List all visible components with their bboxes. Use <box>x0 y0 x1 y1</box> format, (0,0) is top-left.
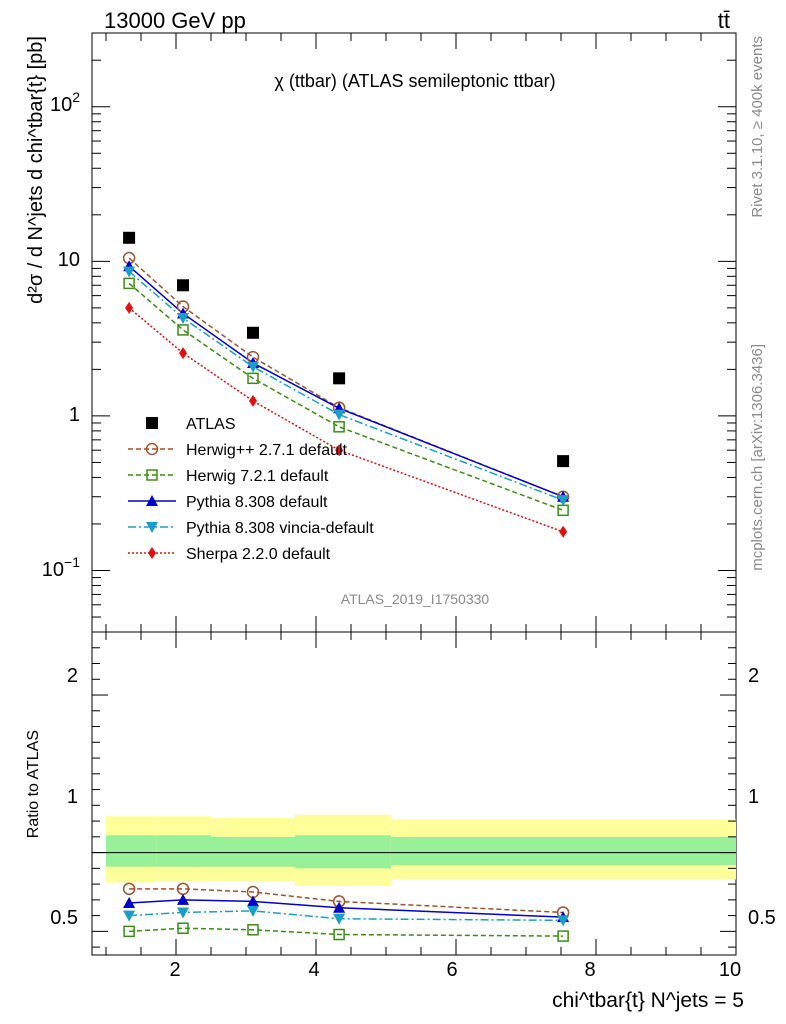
ratio-y-tick-label-right: 0.5 <box>748 907 776 929</box>
ratio-point-pythia-8-308-default <box>177 893 189 905</box>
main-y-tick-label: 1 <box>69 404 80 426</box>
uncertainty-bands <box>106 814 736 886</box>
data-point-atlas <box>557 455 570 468</box>
data-point-pythia-8-308-vincia-default <box>177 312 189 324</box>
data-point-atlas <box>123 231 136 244</box>
data-point-atlas <box>333 372 346 385</box>
data-point-herwig-7-2-1-default <box>557 504 569 517</box>
x-tick-label: 4 <box>308 959 319 981</box>
ratio-line-pythia-8-308-vincia-default <box>129 910 564 922</box>
uncertainty-band-inner <box>295 835 391 869</box>
ratio-point-pythia-8-308-default <box>123 897 136 909</box>
main-title: χ (ttbar) (ATLAS semileptonic ttbar) <box>274 71 555 91</box>
ratio-point-pythia-8-308-vincia-default <box>123 910 136 922</box>
legend-label-vincia: Pythia 8.308 vincia-default <box>186 520 374 537</box>
legend-marker-pythia-8-308-vincia-default <box>146 522 158 533</box>
ratio-y-tick-label-left: 1 <box>67 786 78 808</box>
ratio-point-pythia-8-308-vincia-default <box>177 907 189 919</box>
legend-marker-herwig-2-7-1-default <box>145 442 159 456</box>
ratio-point-herwig-7-2-1-default <box>247 924 259 936</box>
main-y-axis-label: d²σ / d N^jets d chi^tbar{t} [pb] <box>25 36 47 304</box>
uncertainty-band-inner <box>211 836 295 867</box>
data-point-herwig-7-2-1-default <box>123 277 135 290</box>
legend-label-atlas: ATLAS <box>186 416 236 433</box>
legend-marker-atlas <box>146 417 158 429</box>
data-point-pythia-8-308-vincia-default <box>123 266 136 278</box>
data-point-sherpa-2-2-0-default <box>249 394 257 407</box>
tick-labels: 2 4 6 8 10 10−1 1 10 102 0.5 1 2 0.5 1 2 <box>42 89 776 981</box>
ratio-point-pythia-8-308-vincia-default <box>333 913 346 925</box>
ratio-line-herwig-2-7-1-default <box>129 888 564 914</box>
legend-marker-herwig-7-2-1-default <box>146 469 158 481</box>
ratio-line-herwig-7-2-1-default <box>129 927 564 937</box>
data-point-atlas <box>177 279 189 292</box>
data-point-herwig-7-2-1-default <box>177 324 189 336</box>
series-line-herwig-2-7-1-default <box>128 257 564 498</box>
ratio-point-herwig-2-7-1-default <box>122 882 136 896</box>
series-line-herwig-7-2-1-default <box>128 282 564 512</box>
ratio-y-tick-label-left: 2 <box>67 665 78 687</box>
uncertainty-band-inner <box>156 835 211 867</box>
analysis-watermark: ATLAS_2019_I1750330 <box>341 591 490 607</box>
x-tick-label: 2 <box>169 959 180 981</box>
legend-label-herwigpp: Herwig++ 2.7.1 default <box>186 442 348 459</box>
rivet-label: Rivet 3.1.10, ≥ 400k events <box>749 36 766 218</box>
axis-ticks <box>92 32 737 955</box>
data-point-herwig-7-2-1-default <box>333 421 345 433</box>
uncertainty-band-inner <box>106 835 157 867</box>
mcplots-label: mcplots.cern.ch [arXiv:1306.3436] <box>749 344 766 571</box>
legend-markers <box>128 417 176 559</box>
data-point-sherpa-2-2-0-default <box>559 525 568 538</box>
ratio-point-pythia-8-308-vincia-default <box>557 915 570 927</box>
ratio-point-herwig-7-2-1-default <box>557 930 569 942</box>
data-point-sherpa-2-2-0-default <box>179 347 187 360</box>
legend-marker-sherpa-2-2-0-default <box>148 547 156 559</box>
series-line-sherpa-2-2-0-default <box>128 307 564 533</box>
energy-label: 13000 GeV pp <box>104 8 246 33</box>
data-point-sherpa-2-2-0-default <box>335 444 344 457</box>
main-y-tick-label: 10 <box>58 249 80 271</box>
ratio-panel-frame <box>91 631 737 956</box>
legend: ATLAS Herwig++ 2.7.1 default Herwig 7.2.… <box>128 416 374 563</box>
x-axis-label: chi^tbar{t} N^jets = 5 <box>552 989 744 1012</box>
legend-label-pythia: Pythia 8.308 default <box>186 494 328 511</box>
main-y-tick-label: 10−1 <box>42 554 80 581</box>
legend-label-herwig7: Herwig 7.2.1 default <box>186 468 329 485</box>
data-point-sherpa-2-2-0-default <box>125 301 134 314</box>
x-tick-label: 8 <box>584 959 595 981</box>
data-point-atlas <box>247 326 259 339</box>
legend-marker-pythia-8-308-default <box>146 495 158 506</box>
main-y-tick-label: 102 <box>50 89 80 116</box>
data-point-herwig-7-2-1-default <box>247 372 259 385</box>
ratio-point-herwig-7-2-1-default <box>123 925 135 938</box>
x-tick-label: 10 <box>719 959 741 981</box>
ratio-y-tick-label-left: 0.5 <box>50 907 78 929</box>
series-line-pythia-8-308-vincia-default <box>128 270 564 501</box>
data-point-pythia-8-308-vincia-default <box>333 409 346 421</box>
data-markers <box>122 231 570 942</box>
ratio-y-tick-label-right: 1 <box>748 786 759 808</box>
data-point-pythia-8-308-vincia-default <box>557 495 570 507</box>
data-point-pythia-8-308-vincia-default <box>247 361 259 373</box>
ratio-point-herwig-7-2-1-default <box>177 922 189 934</box>
uncertainty-band-inner <box>390 836 736 866</box>
series-line-pythia-8-308-default <box>128 265 564 498</box>
process-label: tt̄ <box>718 8 730 33</box>
ratio-point-pythia-8-308-vincia-default <box>247 905 259 917</box>
ratio-point-pythia-8-308-default <box>247 895 259 907</box>
x-tick-label: 6 <box>446 959 457 981</box>
ratio-point-herwig-7-2-1-default <box>333 928 345 941</box>
ratio-point-pythia-8-308-default <box>333 901 346 913</box>
ratio-y-tick-label-right: 2 <box>748 665 759 687</box>
ratio-y-axis-label: Ratio to ATLAS <box>25 730 42 838</box>
legend-label-sherpa: Sherpa 2.2.0 default <box>186 546 331 563</box>
